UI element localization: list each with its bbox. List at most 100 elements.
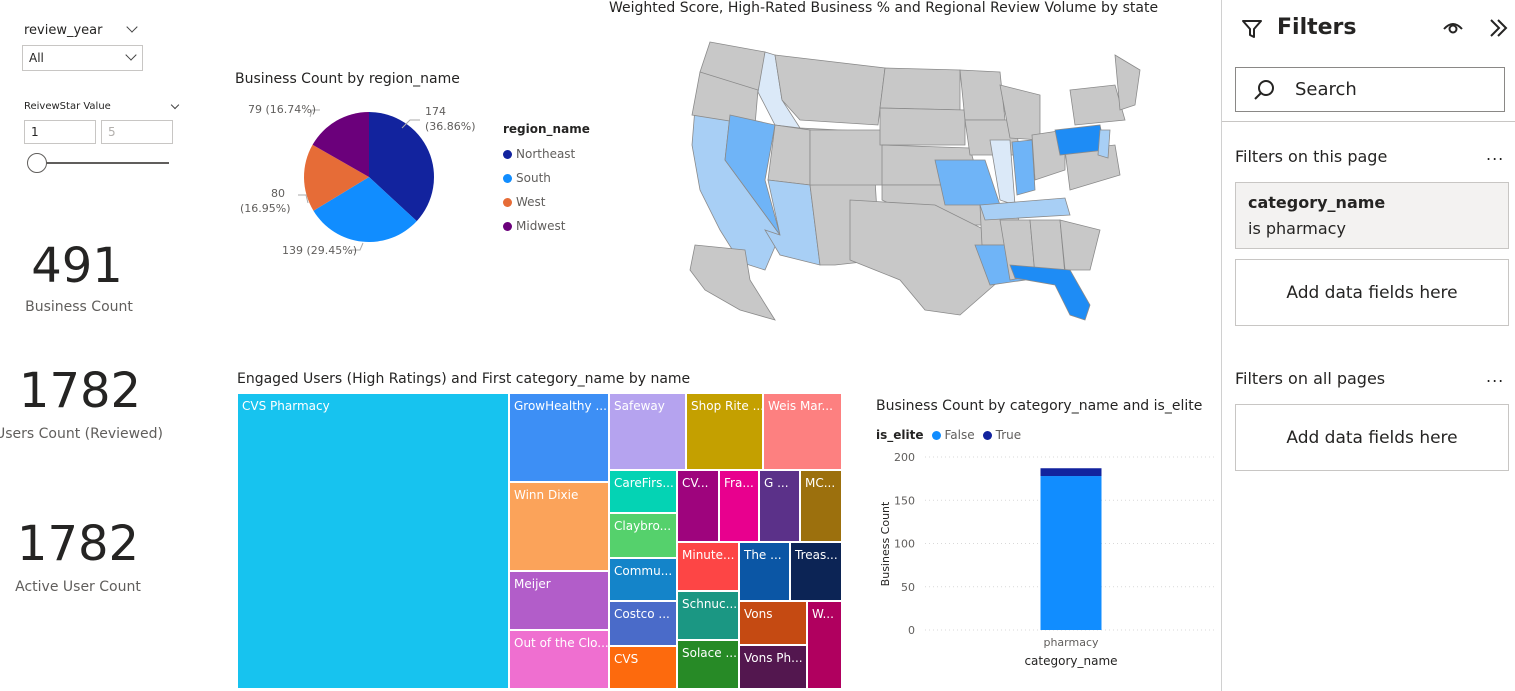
treemap-tile-label: Winn Dixie [514, 488, 579, 502]
treemap-tile[interactable]: Fra... [719, 470, 759, 542]
legend-dot [503, 221, 512, 231]
treemap-tile[interactable]: W... [807, 601, 842, 689]
treemap-tile[interactable]: Treas... [790, 542, 842, 601]
add-data-fields-label: Add data fields here [1286, 428, 1458, 448]
treemap-tile[interactable]: Safeway [609, 393, 686, 470]
pie-slice-northeast[interactable] [369, 112, 434, 222]
active-filter-card[interactable]: category_name is pharmacy [1235, 182, 1509, 249]
map-state [1059, 219, 1101, 271]
map-state [959, 69, 1006, 121]
add-data-fields-all[interactable]: Add data fields here [1235, 404, 1509, 471]
treemap-tile[interactable]: CVS [609, 646, 677, 689]
treemap-tile-label: Commu... [614, 564, 673, 578]
legend-label-true[interactable]: True [995, 428, 1022, 442]
map-state [1069, 84, 1126, 126]
legend-label: Midwest [516, 219, 566, 233]
more-options-icon[interactable]: ... [1486, 145, 1505, 164]
legend-item-northeast[interactable]: Northeast [503, 142, 590, 166]
review-year-value: All [29, 51, 44, 65]
treemap-tile-label: Vons [744, 607, 773, 621]
star-slider-track[interactable] [34, 162, 169, 164]
treemap-tile[interactable]: Schnuc... [677, 591, 739, 640]
treemap-tile-label: MC... [805, 476, 836, 490]
legend-dot [503, 149, 512, 159]
treemap-tile[interactable]: Vons Ph... [739, 645, 807, 689]
section-title-all: Filters on all pages [1235, 369, 1386, 388]
filter-search-box[interactable]: Search [1235, 67, 1505, 112]
collapse-icon[interactable] [1487, 17, 1509, 39]
star-max-input[interactable]: 5 [101, 120, 173, 144]
kpi-business-count-value: 491 [31, 238, 123, 294]
treemap-tile[interactable]: Minute... [677, 542, 739, 591]
search-icon [1254, 80, 1274, 100]
treemap-tile[interactable]: The ... [739, 542, 790, 601]
filter-field-name: category_name [1248, 193, 1386, 212]
more-options-icon[interactable]: ... [1486, 367, 1505, 386]
treemap-tile[interactable]: CareFirs... [609, 470, 677, 513]
treemap-tile[interactable]: Weis Mar... [763, 393, 842, 470]
treemap-tile[interactable]: CV... [677, 470, 719, 542]
pie-legend-title: region_name [503, 122, 590, 136]
map-state-nevada [724, 114, 781, 236]
treemap-tile[interactable]: G ... [759, 470, 800, 542]
pane-divider [1222, 121, 1515, 122]
chevron-down-icon[interactable] [126, 21, 138, 33]
us-map[interactable] [670, 30, 1160, 330]
legend-label: West [516, 195, 546, 209]
add-data-fields-page[interactable]: Add data fields here [1235, 259, 1509, 326]
treemap-title: Engaged Users (High Ratings) and First c… [237, 371, 691, 387]
pie-leader-line [401, 119, 420, 129]
treemap-tile[interactable]: MC... [800, 470, 842, 542]
legend-dot [931, 430, 941, 440]
pie-slice-south[interactable] [313, 177, 417, 242]
treemap-tile-label: The ... [744, 548, 782, 562]
treemap-tile[interactable]: Winn Dixie [509, 482, 609, 571]
bar-y-tick-label: 200 [894, 451, 915, 464]
treemap-tile[interactable]: Costco ... [609, 601, 677, 646]
map-state-indiana [1011, 139, 1036, 196]
pie-slices[interactable] [304, 112, 434, 242]
star-slider-handle[interactable] [27, 153, 47, 173]
bar-segment-true[interactable] [1040, 468, 1102, 477]
pie-slice-west[interactable] [304, 144, 369, 211]
legend-label-false[interactable]: False [944, 428, 975, 442]
star-min-input[interactable]: 1 [24, 120, 96, 144]
treemap-tile-label: Fra... [724, 476, 754, 490]
bar-segment-false[interactable] [1040, 476, 1102, 630]
review-year-dropdown[interactable]: All [22, 45, 143, 71]
bar-y-tick-label: 100 [894, 538, 915, 551]
chevron-down-icon[interactable] [170, 100, 180, 110]
treemap-tile[interactable]: Claybro... [609, 513, 677, 558]
treemap-tile-label: CareFirs... [614, 476, 674, 490]
legend-dot [503, 197, 512, 207]
eye-icon[interactable] [1442, 18, 1464, 38]
legend-item-west[interactable]: West [503, 190, 590, 214]
legend-dot [982, 430, 992, 440]
map-state-missouri [934, 159, 1001, 206]
star-max-placeholder: 5 [108, 125, 116, 139]
legend-item-south[interactable]: South [503, 166, 590, 190]
pie-label-south: 139 (29.45%) [282, 244, 358, 257]
filters-pane-title: Filters [1277, 15, 1357, 40]
treemap-tile[interactable]: Vons [739, 601, 807, 645]
pie-chart [298, 109, 434, 251]
bar-x-tick-label: pharmacy [1043, 636, 1099, 649]
treemap-tile[interactable]: Solace ... [677, 640, 739, 689]
treemap-tile-label: Safeway [614, 399, 665, 413]
treemap-tile-label: Out of the Clo... [514, 636, 609, 650]
treemap-tile[interactable]: Shop Rite ... [686, 393, 763, 470]
treemap-tile[interactable]: Out of the Clo... [509, 630, 609, 689]
legend-item-midwest[interactable]: Midwest [503, 214, 590, 238]
legend-label: South [516, 171, 551, 185]
pie-title: Business Count by region_name [235, 71, 460, 87]
treemap-tile[interactable]: CVS Pharmacy [237, 393, 509, 689]
kpi-active-user-value: 1782 [16, 516, 140, 572]
bar-title: Business Count by category_name and is_e… [876, 398, 1203, 414]
map-state-texas [849, 199, 1001, 316]
treemap-tile-label: Shop Rite ... [691, 399, 763, 413]
treemap-tile-label: Schnuc... [682, 597, 738, 611]
treemap-tile[interactable]: Meijer [509, 571, 609, 630]
treemap-tile[interactable]: GrowHealthy ... [509, 393, 609, 482]
pie-slice-midwest[interactable] [312, 112, 369, 177]
treemap-tile[interactable]: Commu... [609, 558, 677, 601]
